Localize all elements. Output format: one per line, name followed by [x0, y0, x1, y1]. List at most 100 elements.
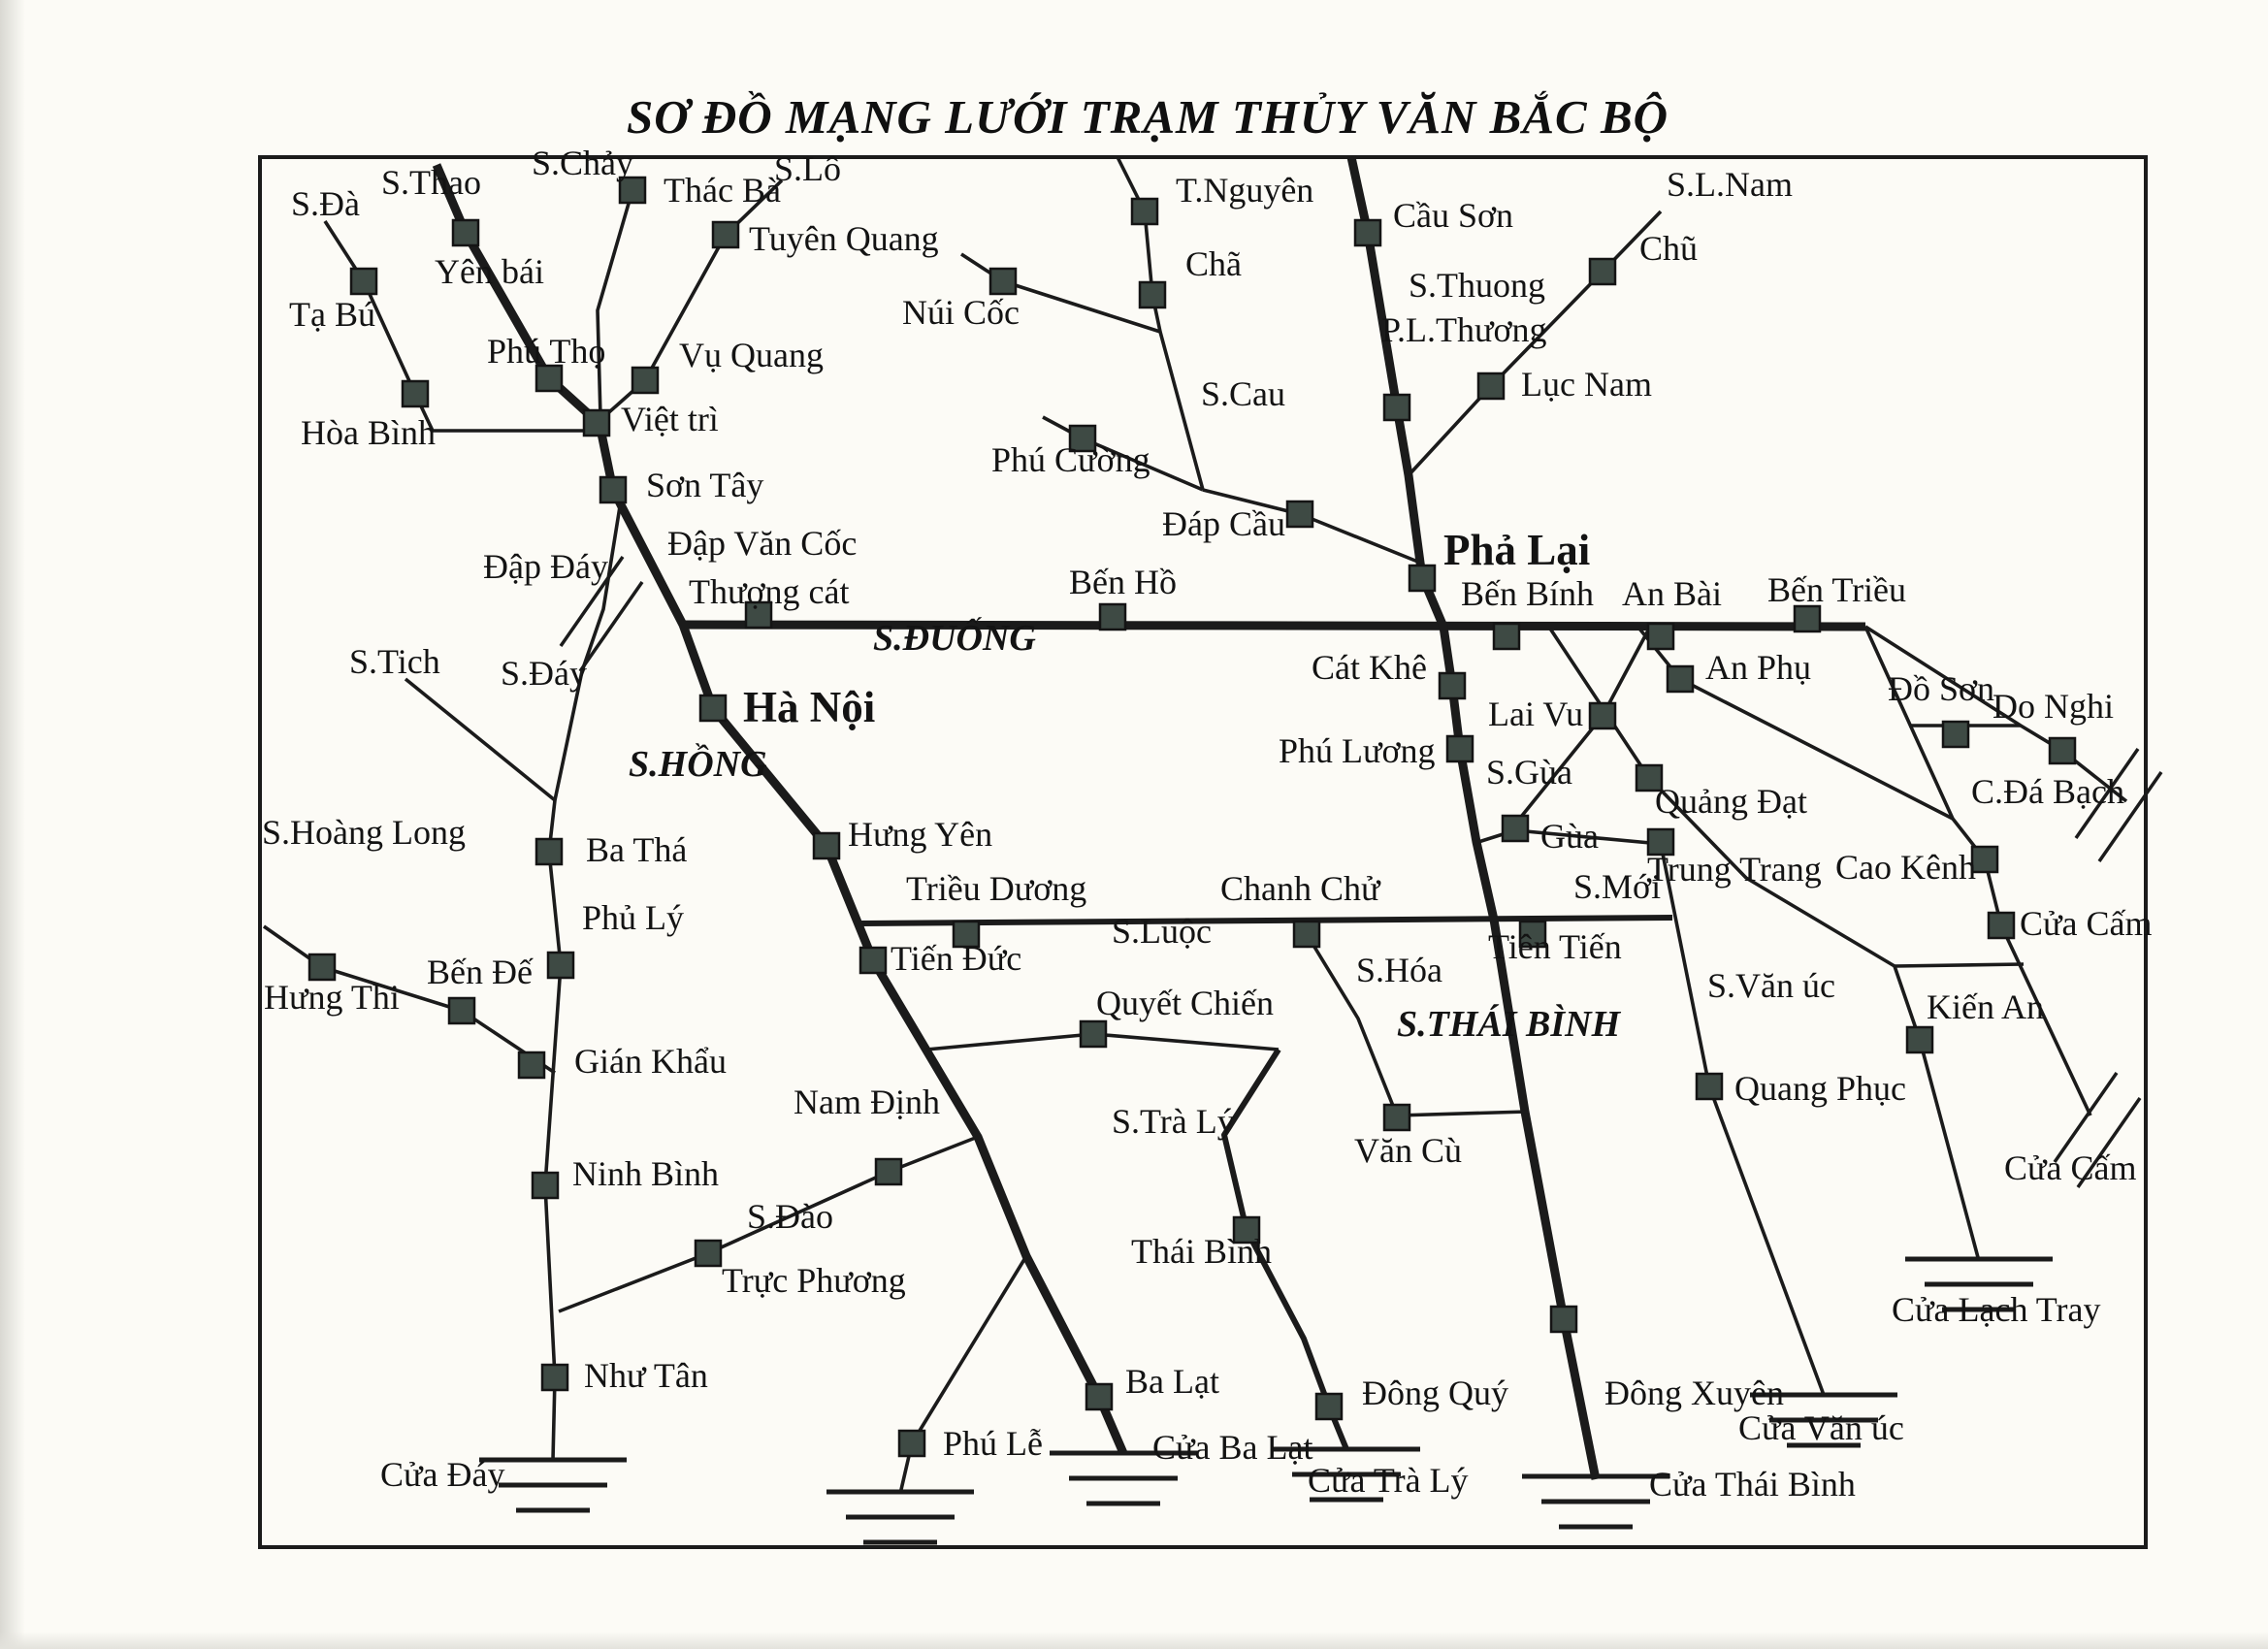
map-label: S.Đáy [501, 654, 587, 693]
station-dong-quy [1314, 1392, 1344, 1421]
map-label: Hòa Bình [301, 413, 436, 452]
map-label: Cửa Cấm [2004, 1148, 2137, 1187]
map-label: Bến Đế [427, 953, 534, 991]
map-label: S.Lô [774, 149, 841, 188]
map-label: Sơn Tây [646, 466, 763, 504]
station-phu-le [897, 1429, 926, 1458]
station-cau-son [1353, 218, 1382, 247]
map-label: Cửa Lạch Tray [1892, 1290, 2101, 1329]
map-label: Núi Cốc [902, 293, 1020, 332]
map-label: Gùa [1540, 817, 1599, 856]
station-gian-khau [517, 1051, 546, 1080]
map-label: Trung Trang [1647, 850, 1822, 889]
river-van-cu-connector [1396, 1110, 1529, 1117]
station-quang-dat [1635, 763, 1664, 792]
map-label: Bến Bính [1461, 574, 1594, 613]
station-gua [1501, 814, 1530, 843]
map-label: Cửa Thái Bình [1649, 1465, 1856, 1504]
map-label: An Phụ [1705, 648, 1811, 687]
station-hung-thi [308, 953, 337, 982]
station-tien-duc [859, 946, 888, 975]
station-an-bai [1646, 622, 1675, 651]
map-label: Đáp Cầu [1162, 504, 1285, 543]
station-chu [1588, 257, 1617, 286]
station-cat-khe [1438, 671, 1467, 700]
station-dap-cau [1285, 500, 1314, 529]
map-label: Cầu Sơn [1393, 196, 1513, 235]
station-cua-cam-station [1987, 911, 2016, 940]
river-s-van-uc [1659, 843, 1826, 1396]
station-van-cu [1382, 1103, 1411, 1132]
station-thuong-cat [744, 600, 773, 630]
station-ha-noi [698, 694, 728, 723]
map-label: Tiên Tiến [1488, 927, 1622, 966]
map-label: S.Cau [1201, 374, 1285, 413]
station-son-tay [599, 475, 628, 504]
diagram-title: SƠ ĐỒ MẠNG LƯỚI TRẠM THỦY VĂN BẮC BỘ [626, 90, 1669, 144]
map-label: Tiến Đức [891, 939, 1021, 978]
map-label: C.Đá Bạch [1971, 772, 2124, 811]
map-label: S.THÁI BÌNH [1397, 1004, 1622, 1045]
map-label: Cửa Trà Lý [1308, 1461, 1469, 1500]
dam-icon-cua-cam-estuary [2053, 1072, 2119, 1163]
river-s-hoang-long [262, 924, 556, 1075]
map-label: Gián Khẩu [574, 1042, 727, 1081]
station-vu-quang [631, 366, 660, 395]
map-label: Phủ Lý [582, 898, 684, 937]
station-trung-trang [1646, 827, 1675, 857]
map-label: Nam Định [794, 1083, 940, 1121]
station-dong-xuyen [1549, 1305, 1578, 1334]
station-ben-de [447, 996, 476, 1025]
map-label: Đập Văn Cốc [667, 524, 857, 563]
map-label: Ba Lạt [1125, 1362, 1219, 1401]
river-luc-nam-branch [1407, 210, 1663, 477]
map-label: S.Thao [381, 163, 481, 202]
map-label: Văn Cù [1354, 1131, 1462, 1170]
station-ben-trieu [1793, 604, 1822, 633]
map-label: Thái Bình [1131, 1232, 1272, 1271]
map-label: Đông Xuyên [1604, 1374, 1784, 1412]
station-luc-nam [1476, 372, 1506, 401]
map-label: Đồ Sơn [1888, 669, 1994, 708]
map-label: Lai Vu [1488, 695, 1583, 733]
map-label: Đập Đáy [483, 547, 608, 586]
river-ben-trieu-do-nghi [1864, 625, 2128, 803]
map-label: P.L.Thương [1381, 310, 1547, 349]
map-label: Phú Lễ [943, 1424, 1043, 1463]
map-label: Yên bái [435, 252, 544, 291]
river-lach-tray-head [1894, 962, 2025, 968]
dam-icon-c-da-bach [2097, 771, 2163, 862]
station-cha [1138, 280, 1167, 309]
station-ta-bu [349, 267, 378, 296]
station-chanh-chu [1292, 920, 1321, 949]
map-label: Cửa Văn úc [1738, 1408, 1904, 1447]
station-nhu-tan [540, 1363, 569, 1392]
map-label: Do Nghi [1993, 687, 2114, 726]
map-label: S.Văn úc [1707, 966, 1835, 1005]
river-s-duong [682, 620, 1866, 631]
map-label: S.HỒNG [629, 743, 767, 785]
map-label: Tuyên Quang [749, 219, 939, 258]
map-label: S.Trà Lý [1112, 1102, 1235, 1141]
map-label: Lục Nam [1521, 365, 1652, 404]
station-do-nghi [2048, 736, 2077, 765]
river-s-dao [558, 1135, 979, 1313]
map-label: Bến Triều [1767, 570, 1906, 609]
map-label: Tạ Bú [289, 295, 375, 334]
map-label: Ninh Bình [572, 1154, 719, 1193]
map-label: Phả Lại [1443, 526, 1590, 574]
map-label: Vụ Quang [679, 336, 824, 374]
station-nam-dinh [874, 1157, 903, 1186]
station-thai-binh [1232, 1215, 1261, 1245]
station-kien-an [1905, 1025, 1934, 1054]
dam-icon-dap-day [559, 556, 625, 647]
station-truc-phuong [694, 1239, 723, 1268]
station-t-nguyen [1130, 197, 1159, 226]
station-trieu-duong [952, 920, 981, 949]
map-label: Chanh Chử [1220, 869, 1381, 908]
station-nui-coc [988, 267, 1018, 296]
map-label: Quảng Đạt [1655, 782, 1807, 821]
station-quyet-chien [1079, 1019, 1108, 1049]
